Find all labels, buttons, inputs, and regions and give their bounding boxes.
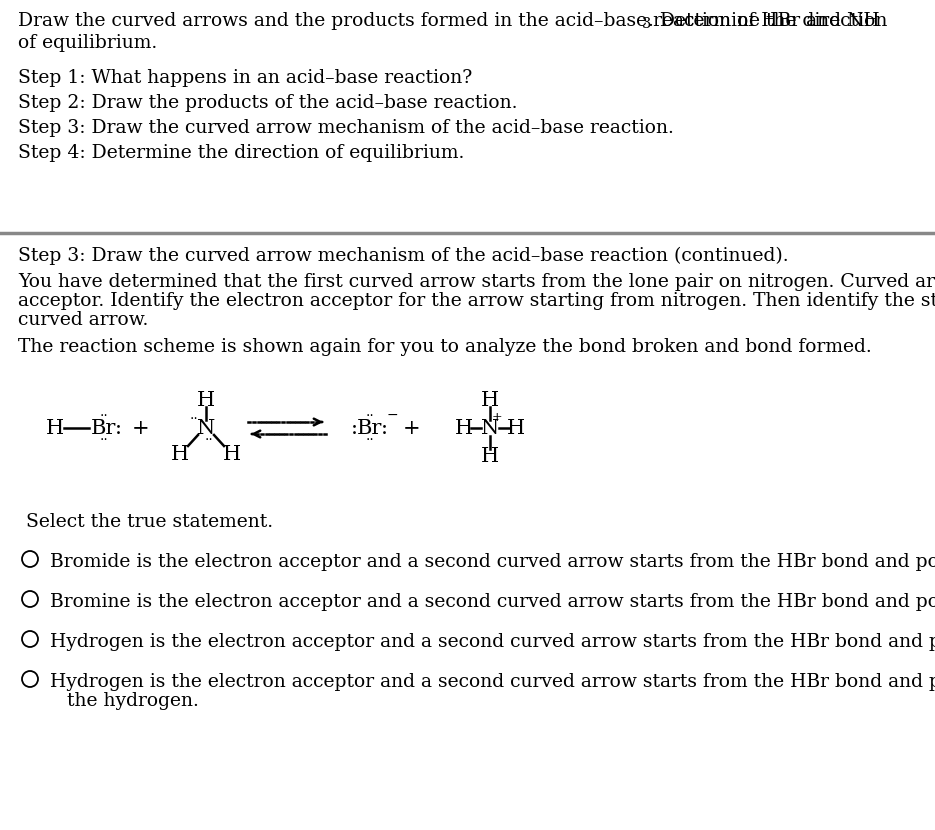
- Text: Step 3: Draw the curved arrow mechanism of the acid–base reaction.: Step 3: Draw the curved arrow mechanism …: [18, 119, 674, 137]
- Text: The reaction scheme is shown again for you to analyze the bond broken and bond f: The reaction scheme is shown again for y…: [18, 338, 871, 356]
- Text: H: H: [171, 445, 189, 463]
- Text: ··: ··: [366, 433, 374, 447]
- Text: H: H: [223, 445, 241, 463]
- Text: :: :: [114, 418, 122, 437]
- Text: Step 2: Draw the products of the acid–base reaction.: Step 2: Draw the products of the acid–ba…: [18, 94, 517, 112]
- Text: 3: 3: [641, 17, 651, 31]
- Text: +: +: [492, 411, 502, 423]
- Text: Step 1: What happens in an acid–base reaction?: Step 1: What happens in an acid–base rea…: [18, 69, 472, 87]
- Text: +: +: [132, 418, 150, 437]
- Text: :: :: [351, 418, 357, 437]
- Text: :: :: [381, 418, 387, 437]
- Text: Bromine is the electron acceptor and a second curved arrow starts from the HBr b: Bromine is the electron acceptor and a s…: [50, 593, 935, 611]
- Text: N: N: [197, 418, 215, 437]
- Text: −: −: [387, 408, 398, 422]
- Text: ··: ··: [366, 409, 374, 423]
- Text: ··: ··: [100, 433, 108, 447]
- Text: H: H: [197, 390, 215, 409]
- Text: Draw the curved arrows and the products formed in the acid–base reaction of HBr : Draw the curved arrows and the products …: [18, 12, 880, 30]
- Text: of equilibrium.: of equilibrium.: [18, 34, 157, 52]
- Text: Br: Br: [91, 418, 116, 437]
- Text: Br: Br: [357, 418, 382, 437]
- Text: the hydrogen.: the hydrogen.: [67, 692, 199, 710]
- Text: acceptor. Identify the electron acceptor for the arrow starting from nitrogen. T: acceptor. Identify the electron acceptor…: [18, 292, 935, 310]
- Text: Bromide is the electron acceptor and a second curved arrow starts from the HBr b: Bromide is the electron acceptor and a s…: [50, 553, 935, 571]
- Text: +: +: [403, 418, 421, 437]
- Text: Hydrogen is the electron acceptor and a second curved arrow starts from the HBr : Hydrogen is the electron acceptor and a …: [50, 673, 935, 691]
- Text: N: N: [481, 418, 499, 437]
- Text: ··: ··: [100, 409, 108, 423]
- Text: Step 3: Draw the curved arrow mechanism of the acid–base reaction (continued).: Step 3: Draw the curved arrow mechanism …: [18, 247, 788, 266]
- Text: H: H: [507, 418, 525, 437]
- Text: curved arrow.: curved arrow.: [18, 311, 149, 329]
- Text: H: H: [481, 447, 499, 466]
- Text: Select the true statement.: Select the true statement.: [26, 513, 273, 531]
- Text: H: H: [455, 418, 473, 437]
- Text: Hydrogen is the electron acceptor and a second curved arrow starts from the HBr : Hydrogen is the electron acceptor and a …: [50, 633, 935, 651]
- Text: . Determine the direction: . Determine the direction: [648, 12, 887, 30]
- Text: ··: ··: [190, 412, 198, 426]
- Text: You have determined that the first curved arrow starts from the lone pair on nit: You have determined that the first curve…: [18, 273, 935, 291]
- Text: Step 4: Determine the direction of equilibrium.: Step 4: Determine the direction of equil…: [18, 144, 465, 162]
- Text: H: H: [481, 390, 499, 409]
- Text: H: H: [46, 418, 65, 437]
- Text: ··: ··: [205, 433, 213, 447]
